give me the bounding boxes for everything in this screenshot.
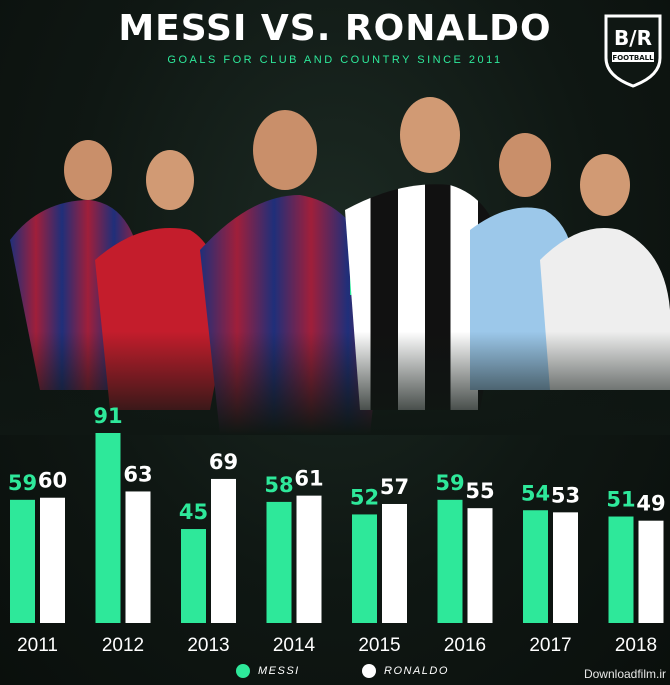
data-label-ronaldo-2018: 49 xyxy=(636,492,665,516)
bar-ronaldo-2016 xyxy=(467,508,493,623)
bar-ronaldo-2014 xyxy=(296,495,322,623)
bar-messi-2011 xyxy=(10,499,35,623)
data-label-messi-2014: 58 xyxy=(264,473,293,497)
chart-legend: MESSI RONALDO xyxy=(0,664,670,684)
x-tick-2018: 2018 xyxy=(615,635,657,656)
bar-ronaldo-2015 xyxy=(382,503,407,623)
bar-ronaldo-2018 xyxy=(638,520,664,623)
bar-messi-2015 xyxy=(352,514,377,623)
logo-text: B/R xyxy=(614,26,652,50)
legend-label-ronaldo: RONALDO xyxy=(384,665,449,677)
watermark-text: Downloadfilm.ir xyxy=(583,667,666,681)
bar-messi-2012 xyxy=(95,433,121,623)
x-tick-2011: 2011 xyxy=(17,635,58,656)
bar-messi-2013 xyxy=(181,529,206,623)
x-tick-2013: 2013 xyxy=(187,635,229,656)
data-label-messi-2012: 91 xyxy=(93,404,122,428)
data-label-ronaldo-2014: 61 xyxy=(294,467,323,491)
bar-messi-2017 xyxy=(523,510,548,623)
data-label-messi-2015: 52 xyxy=(350,485,379,509)
legend-item-messi: MESSI xyxy=(236,664,300,678)
br-football-logo: B/R FOOTBALL xyxy=(604,14,662,88)
data-label-ronaldo-2013: 69 xyxy=(209,450,238,474)
data-label-ronaldo-2012: 63 xyxy=(123,462,152,486)
page-title: MESSI VS. RONALDO xyxy=(118,8,552,49)
legend-swatch-ronaldo xyxy=(362,664,376,678)
bar-ronaldo-2011 xyxy=(40,497,65,623)
data-label-messi-2016: 59 xyxy=(435,471,464,495)
bar-ronaldo-2013 xyxy=(211,478,236,623)
bar-messi-2016 xyxy=(437,499,463,623)
x-tick-2012: 2012 xyxy=(102,635,144,656)
logo-subtext: FOOTBALL xyxy=(612,54,654,62)
data-label-ronaldo-2016: 55 xyxy=(465,479,494,503)
x-tick-2015: 2015 xyxy=(358,635,400,656)
legend-label-messi: MESSI xyxy=(258,665,300,677)
data-label-ronaldo-2011: 60 xyxy=(38,469,67,493)
x-tick-2017: 2017 xyxy=(529,635,571,656)
data-label-messi-2013: 45 xyxy=(179,500,208,524)
x-tick-2014: 2014 xyxy=(273,635,316,656)
data-label-ronaldo-2017: 53 xyxy=(551,483,580,507)
data-label-ronaldo-2015: 57 xyxy=(380,475,409,499)
page-subtitle: GOALS FOR CLUB AND COUNTRY SINCE 2011 xyxy=(167,54,503,66)
x-tick-2016: 2016 xyxy=(444,635,486,656)
data-label-messi-2011: 59 xyxy=(8,471,37,495)
bar-messi-2018 xyxy=(608,516,634,623)
legend-item-ronaldo: RONALDO xyxy=(362,664,449,678)
data-label-messi-2017: 54 xyxy=(521,481,550,505)
legend-swatch-messi xyxy=(236,664,250,678)
bar-ronaldo-2017 xyxy=(553,512,578,623)
bar-messi-2014 xyxy=(266,501,292,623)
players-photo-collage xyxy=(0,90,670,435)
data-label-messi-2018: 51 xyxy=(606,488,635,512)
bar-ronaldo-2012 xyxy=(125,491,151,623)
